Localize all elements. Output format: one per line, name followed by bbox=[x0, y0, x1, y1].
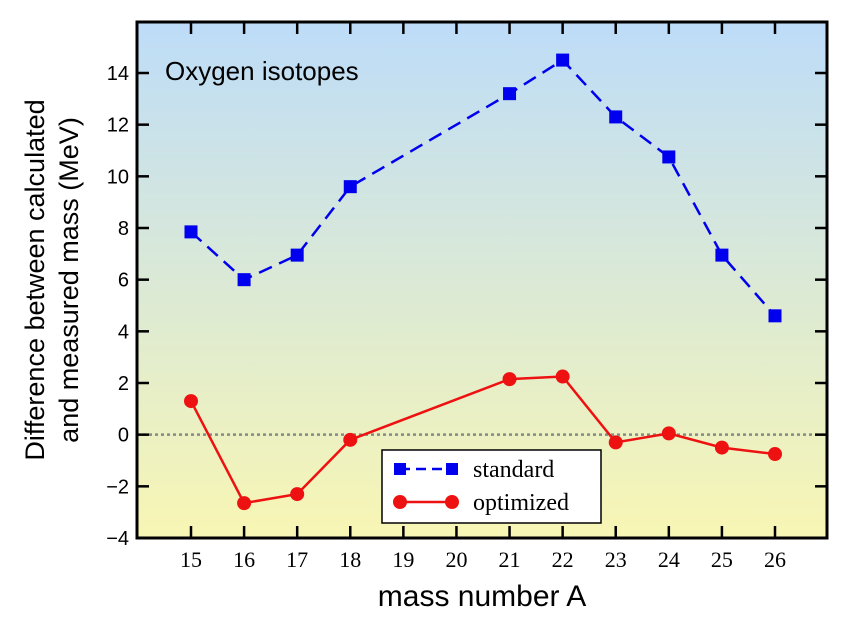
standard-point bbox=[184, 225, 198, 239]
standard-point bbox=[237, 273, 251, 287]
optimized-point bbox=[768, 447, 782, 462]
standard-point bbox=[503, 87, 517, 101]
legend-marker-optimized bbox=[445, 495, 459, 509]
y-tick-label: 0 bbox=[118, 425, 129, 447]
optimized-point bbox=[237, 496, 252, 511]
x-tick-label: 25 bbox=[711, 547, 733, 572]
y-tick-label: 8 bbox=[118, 218, 129, 240]
optimized-point bbox=[290, 487, 305, 502]
standard-point bbox=[343, 180, 357, 194]
x-tick-label: 22 bbox=[552, 547, 574, 572]
optimized-point bbox=[661, 426, 676, 441]
optimized-point bbox=[502, 372, 517, 387]
y-axis-label-line-2: and measured mass (MeV) bbox=[54, 117, 84, 443]
series-standard bbox=[184, 53, 782, 323]
x-tick-label: 23 bbox=[605, 547, 627, 572]
y-tick-label: 6 bbox=[118, 270, 129, 292]
legend-marker-optimized bbox=[393, 495, 407, 509]
plot-frame bbox=[135, 20, 829, 540]
standard-point bbox=[609, 110, 623, 124]
optimized-line bbox=[189, 375, 776, 505]
x-tick-label: 21 bbox=[499, 547, 521, 572]
optimized-point bbox=[555, 369, 570, 384]
x-tick-label: 19 bbox=[392, 547, 414, 572]
legend-label-standard: standard bbox=[473, 457, 554, 483]
x-tick-label: 18 bbox=[339, 547, 361, 572]
standard-point bbox=[715, 248, 729, 262]
y-tick-label: 10 bbox=[107, 166, 129, 188]
x-tick-label: 26 bbox=[764, 547, 786, 572]
optimized-point bbox=[608, 435, 623, 450]
y-tick-label: 2 bbox=[118, 373, 129, 395]
standard-point bbox=[290, 248, 304, 262]
x-axis-label: mass number A bbox=[378, 580, 586, 613]
y-tick-label: −2 bbox=[106, 476, 129, 498]
standard-point bbox=[662, 150, 676, 164]
legend-box bbox=[381, 449, 602, 524]
x-tick-label: 16 bbox=[233, 547, 255, 572]
x-tick-label: 15 bbox=[180, 547, 202, 572]
y-axis-label-line-1: Difference between calculated bbox=[20, 99, 50, 460]
x-tick-label: 17 bbox=[286, 547, 308, 572]
standard-point bbox=[768, 309, 782, 323]
legend-marker-standard bbox=[394, 463, 406, 475]
standard-line bbox=[190, 58, 776, 317]
x-tick-label: 24 bbox=[658, 547, 680, 572]
series-optimized bbox=[184, 369, 782, 511]
x-tick-label: 20 bbox=[445, 547, 467, 572]
optimized-point bbox=[714, 440, 729, 455]
chart-title: Oxygen isotopes bbox=[165, 56, 359, 86]
series-layer bbox=[184, 53, 782, 511]
y-tick-label: 14 bbox=[107, 63, 129, 85]
optimized-point bbox=[184, 394, 198, 409]
y-tick-label: −4 bbox=[106, 528, 129, 550]
legend-label-optimized: optimized bbox=[473, 490, 569, 516]
legend-marker-standard bbox=[446, 463, 458, 475]
standard-point bbox=[556, 53, 570, 67]
legend: standard optimized bbox=[381, 449, 602, 524]
y-tick-label: 12 bbox=[107, 115, 129, 137]
optimized-point bbox=[343, 432, 358, 447]
y-tick-label: 4 bbox=[118, 321, 129, 343]
